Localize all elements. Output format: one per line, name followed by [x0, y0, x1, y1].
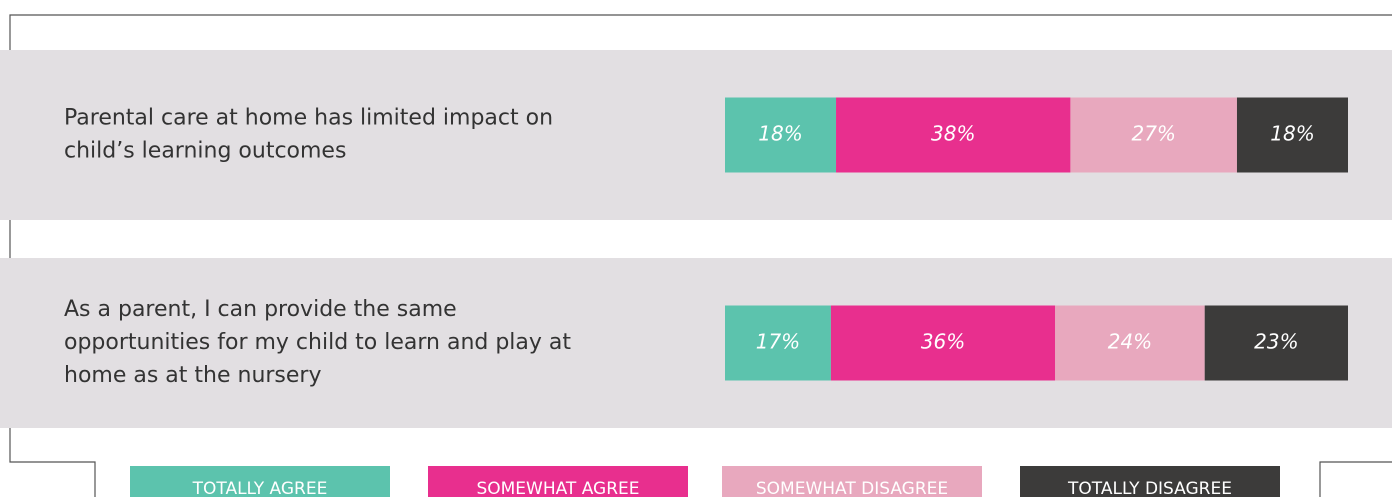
bar-segment: [725, 305, 831, 381]
frame: [9, 14, 1392, 497]
legend-swatch: [1020, 466, 1280, 497]
value-label: 36%: [921, 330, 965, 354]
legend-label: SOMEWHAT DISAGREE: [756, 479, 948, 497]
frame-right: [1319, 461, 1392, 497]
value-label: 24%: [1108, 330, 1152, 354]
frame-left: [9, 14, 1392, 497]
value-label: 18%: [758, 122, 802, 146]
legend-label: TOTALLY DISAGREE: [1067, 479, 1232, 497]
category-label: Parental care at home has limited impact…: [64, 106, 553, 131]
category-label: As a parent, I can provide the same: [64, 297, 457, 322]
legend-label: SOMEWHAT AGREE: [476, 479, 639, 497]
bar-segment: [1204, 305, 1348, 381]
value-label: 17%: [756, 330, 800, 354]
legend-label: TOTALLY AGREE: [192, 479, 328, 497]
bar-segment: [1070, 97, 1237, 173]
value-label: 27%: [1131, 122, 1175, 146]
value-label: 38%: [931, 122, 975, 146]
value-label: 18%: [1270, 122, 1314, 146]
bar-segment: [1236, 97, 1348, 173]
value-label: 23%: [1254, 330, 1298, 354]
category-label: home as at the nursery: [64, 363, 322, 388]
legend-swatch: [722, 466, 982, 497]
category-label: child’s learning outcomes: [64, 139, 346, 164]
legend-swatch: [130, 466, 390, 497]
bar-segment: [1055, 305, 1205, 381]
legend-swatch: [428, 466, 688, 497]
bar-segment: [725, 97, 837, 173]
category-label: opportunities for my child to learn and …: [64, 330, 571, 355]
bar-segment: [830, 305, 1056, 381]
bar-segment: [836, 97, 1071, 173]
